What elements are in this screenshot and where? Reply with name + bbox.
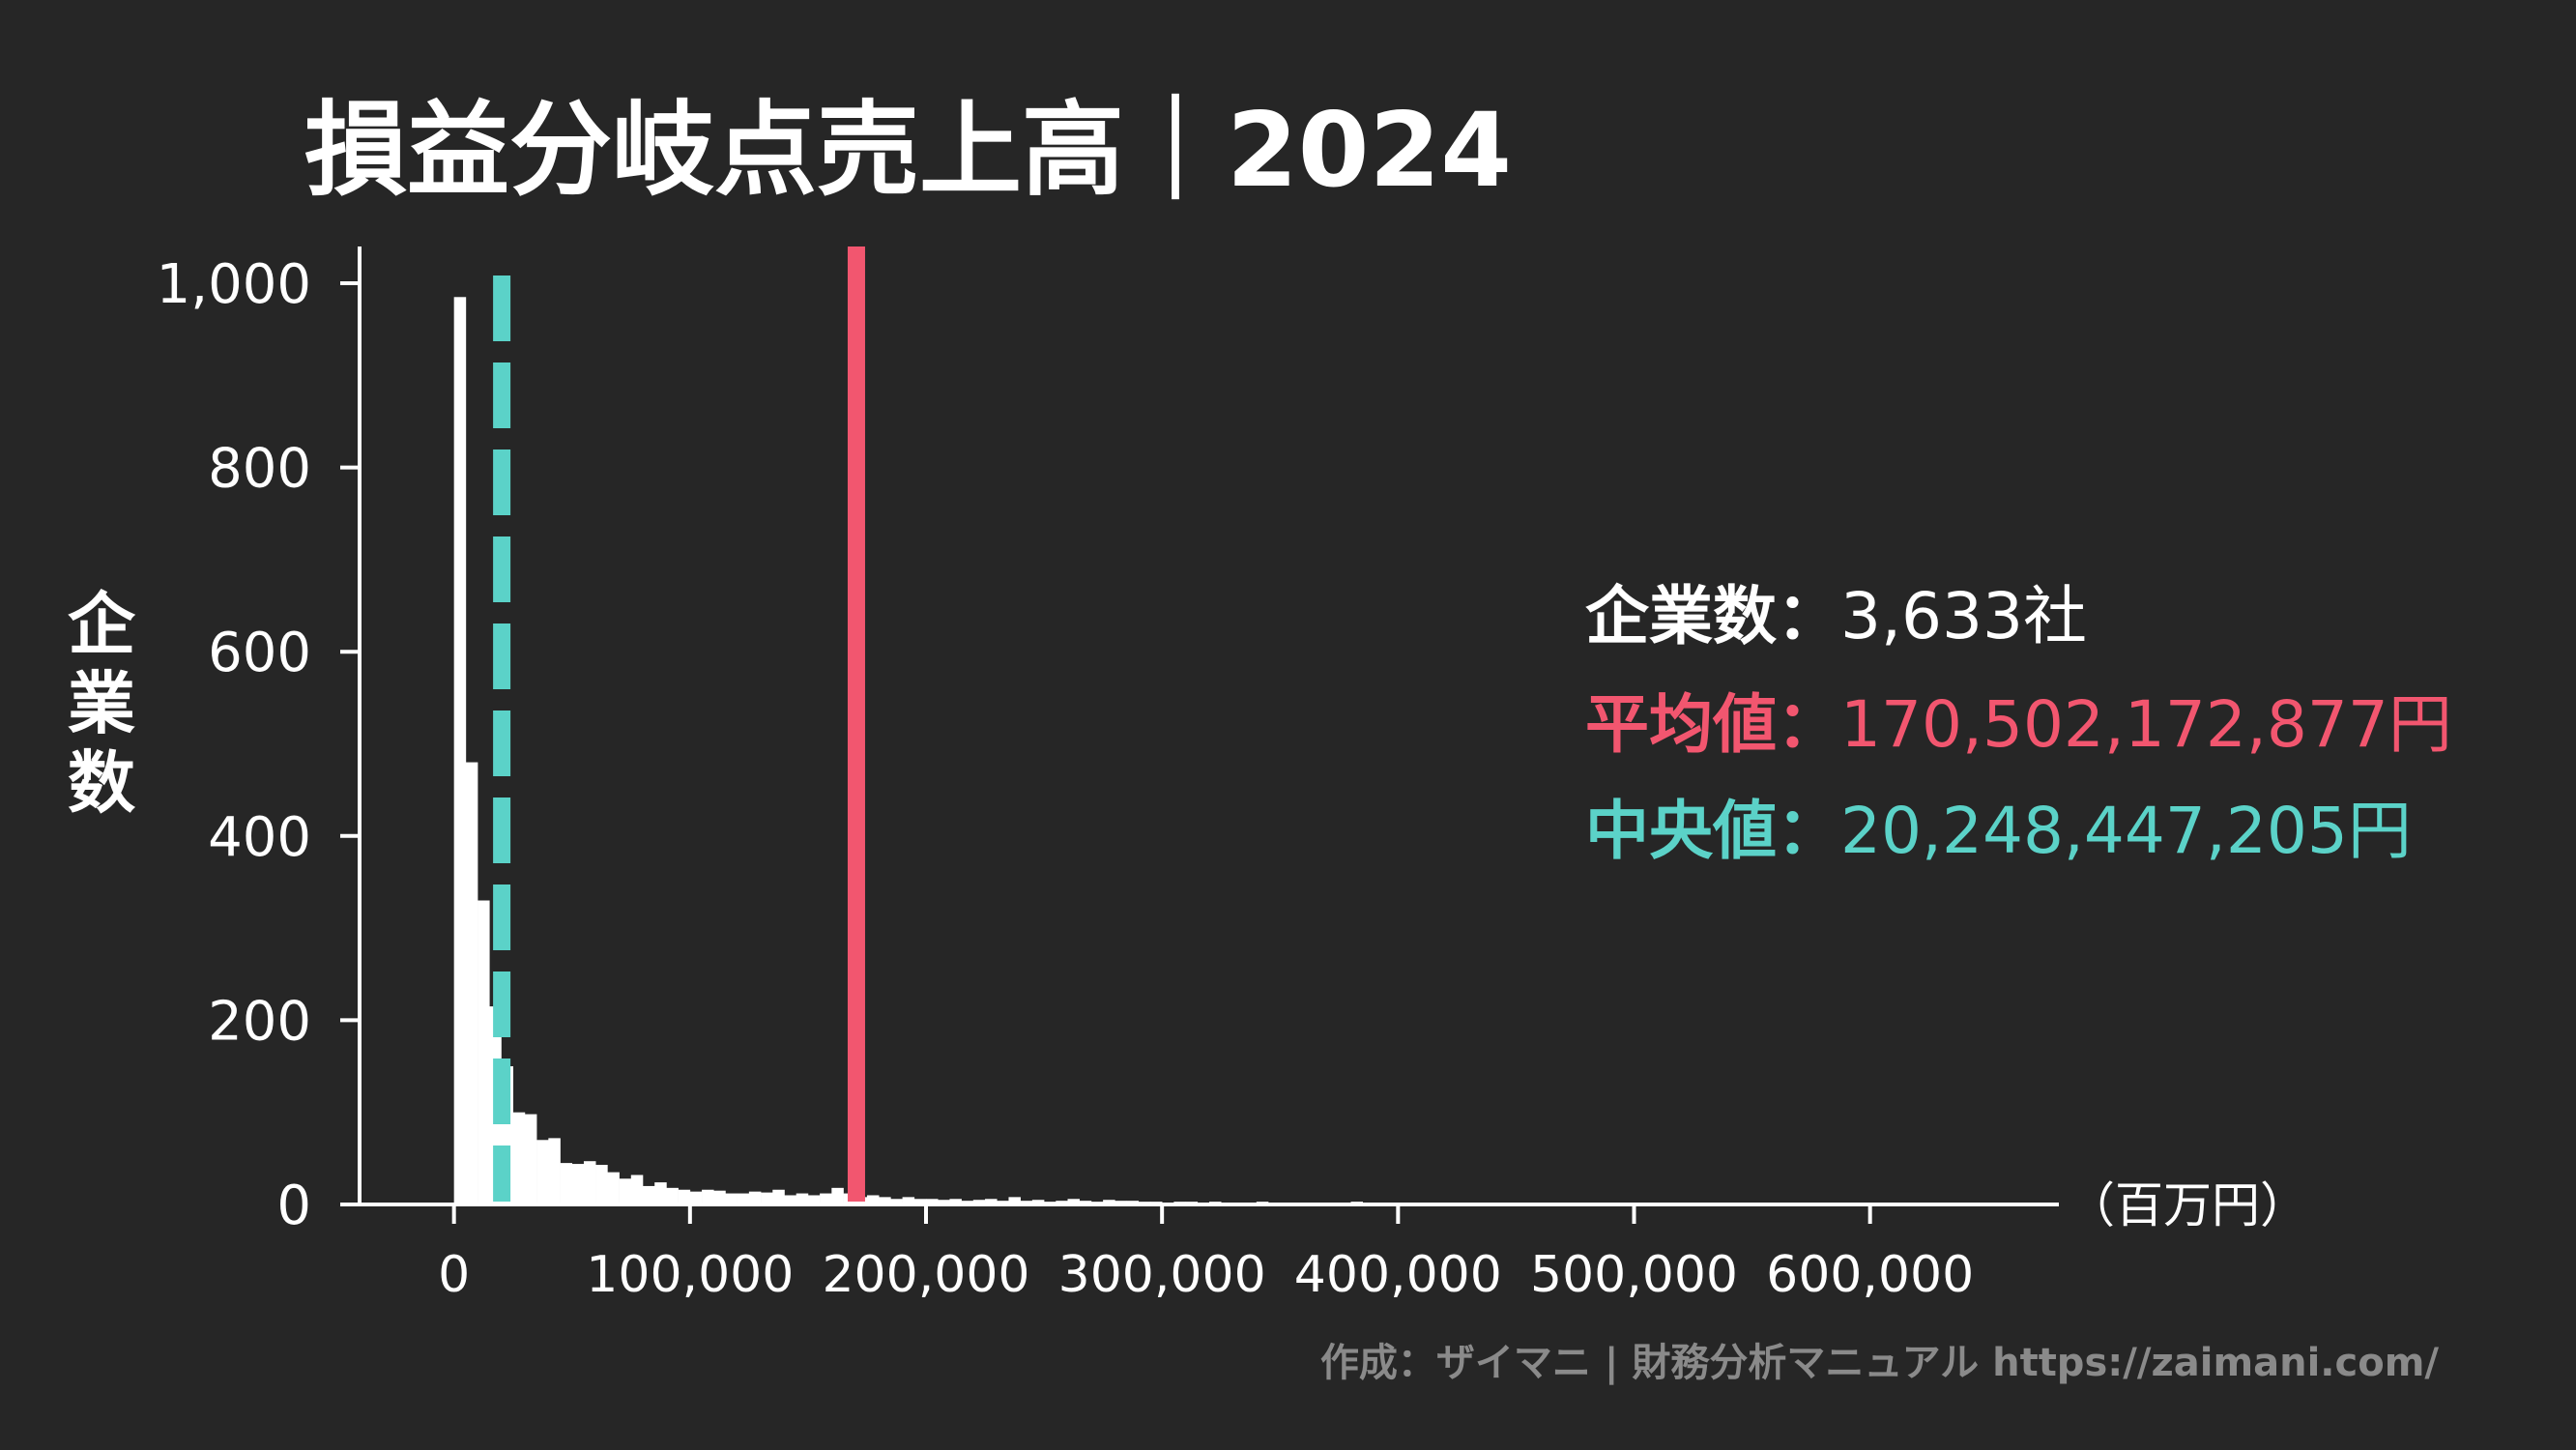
histogram-bar — [807, 1195, 821, 1204]
x-tick-label: 300,000 — [1058, 1246, 1266, 1304]
histogram-bar — [985, 1199, 998, 1204]
histogram-bar — [902, 1197, 915, 1204]
histogram-bar — [748, 1191, 762, 1204]
histogram-bar — [702, 1189, 714, 1204]
histogram-bar — [512, 1112, 526, 1204]
y-axis-ticks: 0 200 400 600 800 1,000 — [157, 253, 360, 1237]
histogram-bar — [478, 900, 490, 1204]
histogram-bar — [772, 1189, 785, 1204]
y-tick-label: 200 — [208, 990, 311, 1053]
y-tick-label: 1,000 — [157, 253, 311, 316]
histogram-bar — [737, 1193, 750, 1204]
histogram-bar — [548, 1138, 561, 1204]
histogram-bar — [725, 1193, 738, 1204]
histogram-bar — [949, 1199, 962, 1204]
histogram-bar — [465, 762, 478, 1204]
credit-text: 作成：ザイマニ | 財務分析マニュアル https://zaimani.com/ — [1320, 1341, 2439, 1386]
histogram-bar — [820, 1193, 832, 1204]
median-label: 中央値： — [1585, 794, 1840, 868]
histogram-bar — [571, 1164, 585, 1204]
y-tick-label: 600 — [208, 622, 311, 684]
chart-title: 損益分岐点売上高｜2024 — [304, 91, 1512, 210]
histogram-bar — [654, 1182, 667, 1204]
histogram-bar — [890, 1199, 903, 1204]
histogram-bar — [643, 1185, 655, 1204]
count-value: 3,633社 — [1840, 579, 2087, 653]
histogram-bar — [831, 1187, 844, 1204]
histogram-bar — [866, 1195, 880, 1204]
histogram-bar — [595, 1165, 608, 1204]
mean-stat: 平均値：170,502,172,877円 — [1585, 687, 2452, 762]
x-axis-ticks: 0 100,000 200,000 300,000 400,000 500,000 600,… — [438, 1204, 1974, 1304]
histogram-bar — [630, 1174, 644, 1204]
x-axis-unit-label: （百万円） — [2067, 1177, 2308, 1233]
histogram-bar — [879, 1197, 891, 1204]
x-tick-label: 100,000 — [586, 1246, 794, 1304]
x-tick-label: 400,000 — [1294, 1246, 1502, 1304]
histogram-bar — [784, 1195, 797, 1204]
count-label: 企業数： — [1585, 579, 1840, 653]
histogram-bar — [1031, 1200, 1045, 1204]
y-tick-label: 800 — [208, 438, 311, 501]
y-axis-label-char: 数 — [68, 743, 135, 823]
y-tick-label: 400 — [208, 806, 311, 869]
x-tick-label: 200,000 — [822, 1246, 1029, 1304]
histogram-bar — [607, 1172, 620, 1204]
histogram-bar — [678, 1189, 691, 1204]
histogram-bar — [796, 1193, 809, 1204]
histogram-bar — [913, 1199, 927, 1204]
mean-value: 170,502,172,877円 — [1840, 687, 2452, 762]
median-value: 20,248,447,205円 — [1840, 794, 2412, 868]
y-tick-label: 0 — [276, 1174, 311, 1237]
histogram-bar — [1008, 1197, 1021, 1204]
histogram-bar — [1067, 1199, 1081, 1204]
histogram-bar — [713, 1190, 726, 1204]
median-stat: 中央値：20,248,447,205円 — [1585, 794, 2412, 868]
histogram-bar — [536, 1140, 549, 1204]
x-tick-label: 600,000 — [1766, 1246, 1974, 1304]
histogram-bar — [761, 1192, 773, 1204]
histogram-bar — [583, 1161, 596, 1204]
y-axis-label: 企業数 — [68, 585, 136, 823]
histogram-bar — [938, 1200, 950, 1204]
y-axis-label-char: 企 — [68, 585, 136, 664]
histogram-bar — [619, 1178, 632, 1204]
histogram-bar — [666, 1187, 679, 1204]
histogram-bar — [926, 1199, 939, 1204]
histogram-bar — [972, 1200, 986, 1204]
histogram-bar — [689, 1191, 703, 1204]
mean-label: 平均値： — [1585, 687, 1840, 762]
x-tick-label: 500,000 — [1530, 1246, 1738, 1304]
histogram-bar — [1103, 1200, 1115, 1204]
y-axis-label-char: 業 — [68, 664, 135, 743]
histogram-bar — [524, 1114, 537, 1204]
stats-panel: 企業数：3,633社 平均値：170,502,172,877円 中央値：20,2… — [1585, 579, 2452, 868]
x-tick-label: 0 — [438, 1246, 470, 1304]
histogram-bar — [560, 1163, 573, 1204]
count-stat: 企業数：3,633社 — [1585, 579, 2087, 653]
histogram-bar — [453, 297, 467, 1204]
